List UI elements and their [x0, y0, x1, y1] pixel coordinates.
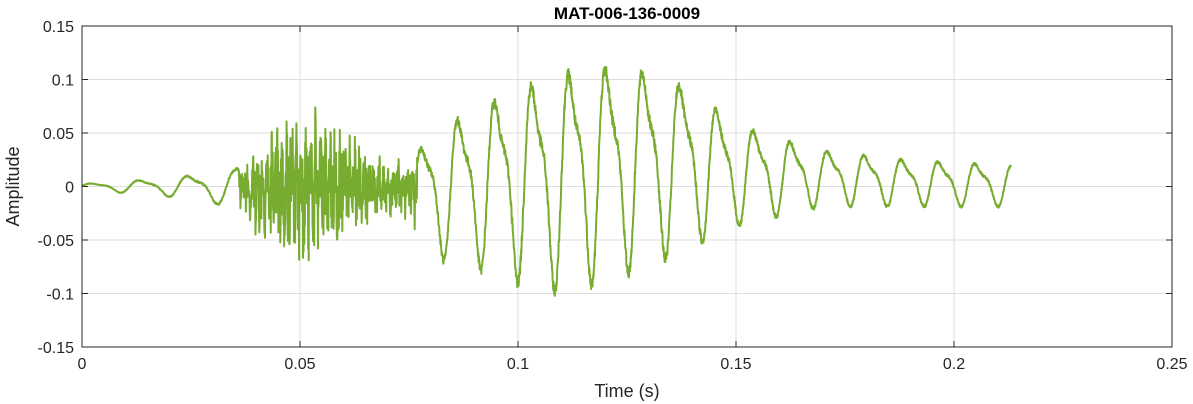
y-tick-label: 0.1: [52, 73, 74, 90]
y-tick-label: -0.05: [38, 233, 75, 250]
x-tick-label: 0: [78, 356, 87, 373]
y-tick-label: -0.15: [38, 340, 75, 357]
x-tick-label: 0.05: [284, 356, 315, 373]
ticks-layer: 0 0.05 0.1 0.15 0.2 0.25 -0.15 -0.1 -0.05 0 0.05 0.…: [38, 19, 1188, 373]
x-tick-label: 0.15: [720, 356, 751, 373]
chart-title: MAT-006-136-0009: [554, 4, 700, 23]
y-tick-label: -0.1: [46, 287, 74, 304]
y-tick-label: 0.05: [43, 126, 74, 143]
y-tick-label: 0: [65, 180, 74, 197]
x-tick-label: 0.1: [507, 356, 529, 373]
y-tick-label: 0.15: [43, 19, 74, 36]
x-tick-label: 0.25: [1156, 356, 1187, 373]
x-axis-label: Time (s): [594, 381, 659, 401]
y-axis-label: Amplitude: [3, 146, 23, 226]
waveform-series-line: [81, 65, 1012, 297]
plot-layer: [81, 65, 1012, 297]
x-tick-label: 0.2: [943, 356, 965, 373]
